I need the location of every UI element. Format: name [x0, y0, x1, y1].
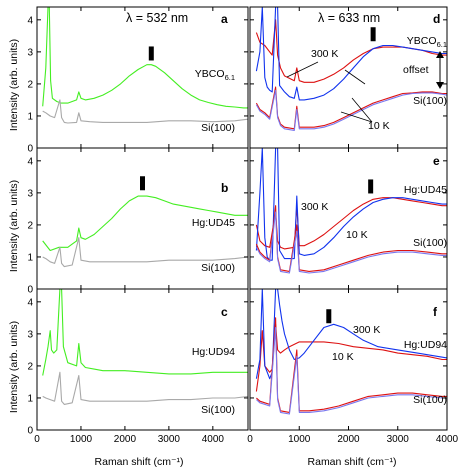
- xtick-label: 1000: [70, 434, 93, 445]
- panel-c-frame: [36, 288, 249, 431]
- xtick-label: 2000: [114, 434, 137, 445]
- panel-e-reference-label: Si(100): [413, 237, 447, 249]
- panel-d-line-3: [255, 89, 447, 131]
- xtick-label: 0: [247, 434, 253, 445]
- panel-d-leader-1: [344, 69, 366, 85]
- panel-b-sample-label: Hg:UD45: [192, 217, 235, 229]
- xtick-label: 0: [34, 434, 40, 445]
- panel-d-letter: d: [433, 12, 440, 26]
- panel-f-letter: f: [433, 305, 438, 319]
- ytick-label: 3: [27, 188, 33, 199]
- panel-d-temp-label: 300 K: [311, 48, 338, 60]
- offset-arrowhead-down: [436, 82, 444, 89]
- panel-a-sample-label: YBCO6.1: [195, 68, 235, 82]
- panel-e: Hg:UD45 Si(100): [249, 147, 448, 290]
- panel-f-temp-label: 10 K: [332, 351, 354, 363]
- ytick-label: 1: [27, 252, 33, 263]
- ytick-label: 3: [27, 329, 33, 340]
- xtick-label: 1000: [288, 434, 311, 445]
- panel-a-peak-marker: [148, 46, 154, 61]
- panel-e-peak-marker: [368, 179, 374, 194]
- panel-f-line-3: [256, 326, 447, 415]
- ytick-label: 2: [27, 220, 33, 231]
- ytick-label: 4: [27, 156, 33, 167]
- panel-a: 0 1 2 3 4 YBCO6.1 Si(100): [27, 6, 249, 155]
- panel-c-series: [42, 289, 248, 405]
- panel-f: 0 1000 2000 3000 4000 Hg:UD94 Si(100): [247, 288, 459, 445]
- xtick-label: 4000: [436, 434, 459, 445]
- panel-c-letter: c: [221, 305, 228, 319]
- ytick-label: 2: [27, 79, 33, 90]
- panel-e-temp-label: 300 K: [301, 201, 328, 213]
- panel-d-sample-label: YBCO6.1: [407, 35, 447, 49]
- panel-d-temp-label: 10 K: [368, 120, 390, 132]
- panel-f-sample-label: Hg:UD94: [404, 339, 447, 351]
- panel-f-temp-label: 300 K: [353, 324, 380, 336]
- panel-d-title: λ = 633 nm: [318, 11, 380, 25]
- panel-b-line-1: [42, 237, 248, 268]
- panel-f-series: [255, 289, 447, 415]
- ytick-label: 3: [27, 47, 33, 58]
- panels-group: 0 1 2 3 4 YBCO6.1 Si(100) 0 1 2 3 4 Hg:UD45 Si(100) 0 1…: [27, 6, 459, 445]
- ytick-label: 4: [27, 15, 33, 26]
- panel-c-sample-label: Hg:UD94: [192, 346, 235, 358]
- panel-e-letter: e: [433, 154, 440, 168]
- ytick-label: 1: [27, 111, 33, 122]
- panel-b-series: [42, 195, 248, 268]
- panel-c-line-0: [42, 289, 248, 376]
- panel-a-line-0: [42, 7, 248, 109]
- panel-f-line-0: [255, 323, 447, 392]
- panel-a-ylabel: Intensity (arb. units): [8, 39, 20, 131]
- panel-f-reference-label: Si(100): [413, 394, 447, 406]
- panel-b-ylabel: Intensity (arb. units): [8, 180, 20, 272]
- ytick-label: 0: [27, 285, 33, 296]
- panel-d-reference-label: Si(100): [413, 95, 447, 107]
- panel-b-reference-label: Si(100): [201, 262, 235, 274]
- xtick-label: 4000: [202, 434, 225, 445]
- panel-f-line-1: [255, 289, 447, 380]
- panel-a-reference-label: Si(100): [201, 122, 235, 134]
- panel-e-sample-label: Hg:UD45: [404, 184, 447, 196]
- ytick-label: 0: [27, 426, 33, 437]
- ytick-label: 2: [27, 361, 33, 372]
- panel-c-ylabel: Intensity (arb. units): [8, 321, 20, 413]
- panel-d-leader-3: [340, 111, 373, 123]
- panel-d-leader-0: [286, 61, 319, 78]
- xtick-label: 2000: [337, 434, 360, 445]
- ytick-label: 1: [27, 393, 33, 404]
- panel-b: 0 1 2 3 4 Hg:UD45 Si(100): [27, 147, 249, 296]
- panel-a-series: [42, 7, 248, 124]
- panel-a-letter: a: [221, 12, 228, 26]
- panel-e-line-3: [255, 211, 447, 274]
- xtick-label: 3000: [158, 434, 181, 445]
- panel-b-line-0: [42, 195, 248, 252]
- xtick-label: 3000: [387, 434, 410, 445]
- panel-c-line-1: [42, 371, 248, 405]
- offset-arrowhead-up: [436, 51, 444, 58]
- panel-d-leader-2: [351, 97, 373, 123]
- panel-c-xlabel: Raman shift (cm⁻¹): [95, 456, 184, 468]
- panel-b-letter: b: [221, 181, 228, 195]
- panel-a-line-1: [42, 99, 248, 124]
- panel-b-peak-marker: [140, 176, 145, 191]
- panel-a-title: λ = 532 nm: [126, 11, 188, 25]
- panel-d: YBCO6.1 Si(100): [249, 6, 448, 149]
- panel-f-xlabel: Raman shift (cm⁻¹): [308, 456, 397, 468]
- panel-d-peak-marker: [370, 27, 376, 42]
- panel-c-reference-label: Si(100): [201, 404, 235, 416]
- panel-e-temp-label: 10 K: [346, 229, 368, 241]
- ytick-label: 0: [27, 144, 33, 155]
- ytick-label: 4: [27, 297, 33, 308]
- panel-d-series: [255, 7, 447, 131]
- panel-d-line-1: [255, 7, 447, 101]
- offset-label: offset: [403, 64, 429, 76]
- panel-e-series: [255, 148, 447, 274]
- panel-f-peak-marker: [326, 309, 332, 324]
